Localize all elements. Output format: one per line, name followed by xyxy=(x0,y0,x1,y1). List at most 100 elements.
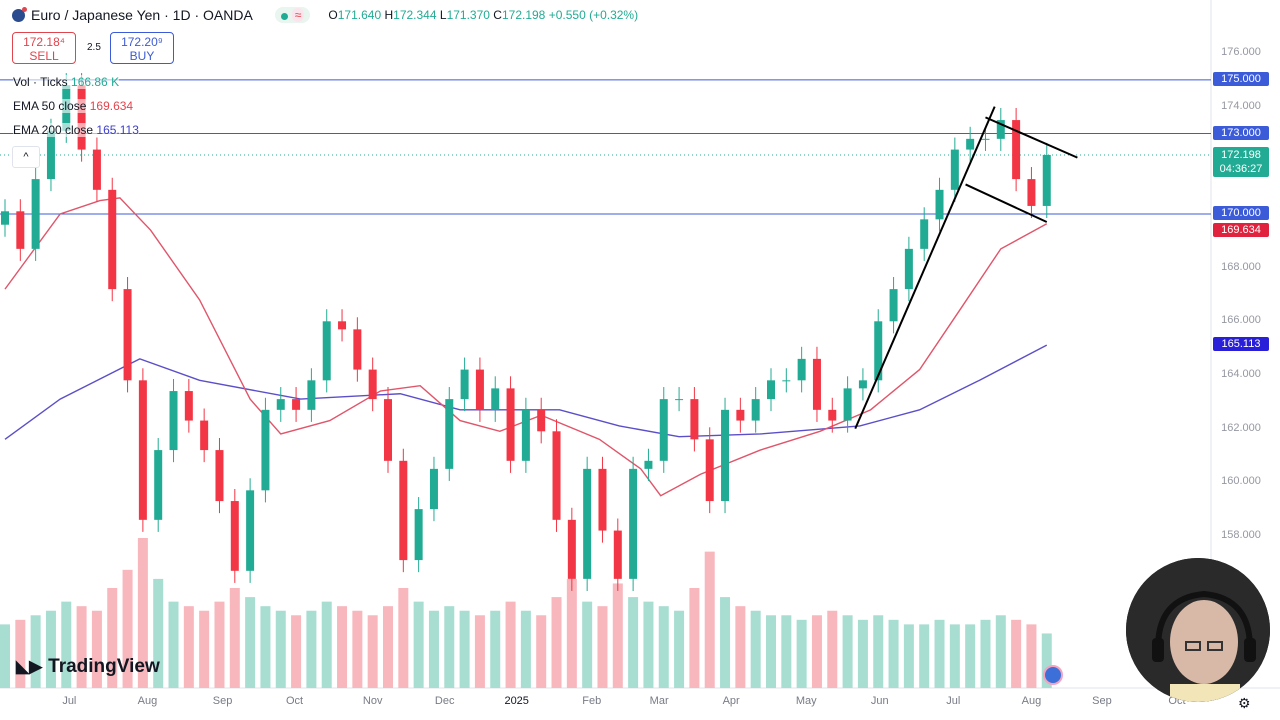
x-tick-label: Sep xyxy=(212,695,233,707)
volume-bar xyxy=(674,610,685,688)
candle xyxy=(659,399,668,461)
candle xyxy=(797,358,806,381)
flag-icon xyxy=(12,6,27,22)
volume-bar xyxy=(873,615,884,688)
volume-bar xyxy=(766,615,776,688)
volume-bar xyxy=(428,610,439,688)
y-tick-label: 162.000 xyxy=(1221,421,1261,434)
y-tick-label: 174.000 xyxy=(1221,99,1261,112)
candle xyxy=(246,490,255,571)
volume-bar xyxy=(597,606,608,688)
ema200-line xyxy=(4,344,1048,440)
tradingview-logo[interactable]: ◣▶ TradingView xyxy=(16,656,160,677)
volume-bar xyxy=(45,610,56,688)
candle xyxy=(935,189,944,220)
x-tick-label: Aug xyxy=(137,695,158,707)
ema200-price-label: 165.113 xyxy=(1213,337,1269,351)
candle xyxy=(812,358,821,410)
candle xyxy=(675,399,684,401)
volume-bar xyxy=(398,588,409,688)
volume-bar xyxy=(1026,624,1037,688)
volume-bar xyxy=(857,619,868,688)
candle xyxy=(154,450,163,520)
volume-bar xyxy=(965,624,976,688)
candle xyxy=(521,409,530,461)
candle xyxy=(981,138,990,140)
x-tick-label: May xyxy=(795,695,817,707)
volume-bar xyxy=(520,610,531,688)
volume-bar xyxy=(214,601,225,688)
volume-bar xyxy=(781,615,792,688)
volume-bar xyxy=(367,615,378,688)
volume-bar xyxy=(413,601,424,688)
candle xyxy=(874,321,883,381)
legend-volume[interactable]: Vol · Ticks 166.86 K xyxy=(13,75,120,89)
volume-bar xyxy=(229,588,240,688)
volume-bar xyxy=(796,619,807,688)
candle xyxy=(77,85,86,150)
y-tick-label: 166.000 xyxy=(1221,314,1261,327)
candle xyxy=(414,509,423,561)
volume-bar xyxy=(536,615,547,688)
candle xyxy=(920,219,929,249)
trendline xyxy=(854,106,996,430)
candle xyxy=(353,329,362,370)
last-price-label: 172.198 04:36:27 xyxy=(1213,147,1269,177)
candle xyxy=(567,519,576,579)
candle xyxy=(904,248,913,290)
candle xyxy=(583,468,592,579)
candle xyxy=(1012,120,1021,180)
candle xyxy=(506,388,515,461)
candle xyxy=(629,468,638,579)
volume-bar xyxy=(720,597,731,688)
volume-bar xyxy=(628,597,639,688)
candle xyxy=(782,380,791,382)
symbol-title[interactable]: Euro / Japanese Yen · 1D · OANDA xyxy=(31,7,253,23)
volume-bar xyxy=(582,601,593,688)
candle xyxy=(705,439,714,502)
buy-button[interactable]: 172.20⁹ BUY xyxy=(110,32,174,64)
settings-gear-icon[interactable]: ⚙ xyxy=(1238,695,1251,711)
volume-bar xyxy=(168,601,179,688)
candle xyxy=(384,399,392,461)
volume-bar xyxy=(827,610,838,688)
y-tick-label: 176.000 xyxy=(1221,46,1261,58)
candle xyxy=(215,450,224,502)
candle xyxy=(429,468,438,510)
candle xyxy=(16,211,25,249)
spread: 2.5 xyxy=(87,42,101,53)
x-tick-label: Jul xyxy=(946,695,961,707)
candle xyxy=(200,420,209,451)
x-tick-label: Mar xyxy=(649,695,669,707)
volume-bar xyxy=(260,606,271,688)
volume-bar xyxy=(275,610,286,688)
volume-bar xyxy=(903,624,914,688)
candle xyxy=(123,289,132,381)
volume-bar xyxy=(474,615,485,688)
volume-bar xyxy=(137,538,148,688)
globe-icon[interactable] xyxy=(1043,665,1063,685)
ema50-price-label: 169.634 xyxy=(1213,223,1269,237)
volume-bar xyxy=(750,610,761,688)
x-tick-label: 2025 xyxy=(504,695,529,707)
x-tick-label: Jul xyxy=(62,695,77,707)
candle xyxy=(276,399,285,410)
legend-ema200[interactable]: EMA 200 close 165.113 xyxy=(13,123,139,137)
candle xyxy=(292,399,301,410)
market-status[interactable]: ≈ xyxy=(274,7,311,23)
volume-bar xyxy=(337,606,348,688)
legend-ema50[interactable]: EMA 50 close 169.634 xyxy=(13,99,134,113)
collapse-legend-button[interactable]: ^ xyxy=(12,146,40,168)
volume-bar xyxy=(0,624,10,688)
candle xyxy=(108,189,117,290)
sell-button[interactable]: 172.18⁴ SELL xyxy=(12,32,76,64)
volume-bar xyxy=(505,601,516,688)
ema50-line xyxy=(4,197,1048,497)
candle xyxy=(169,391,178,451)
volume-bar xyxy=(1011,619,1022,688)
candle xyxy=(445,399,454,469)
volume-bar xyxy=(76,606,87,688)
candle xyxy=(858,380,867,389)
volume-bar xyxy=(643,601,654,688)
